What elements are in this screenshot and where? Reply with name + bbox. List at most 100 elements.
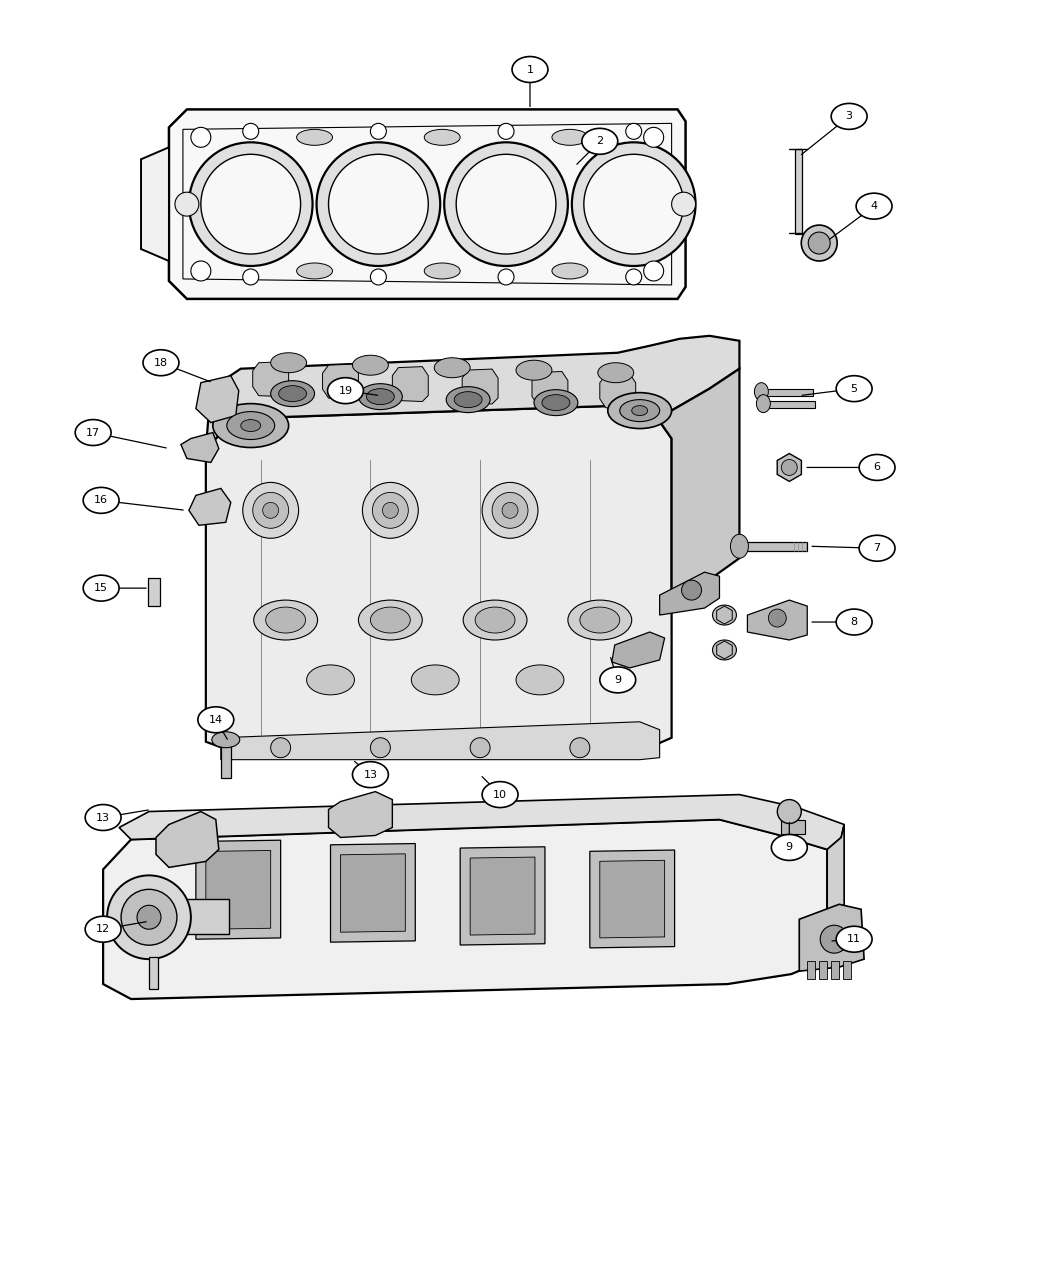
Ellipse shape [85, 805, 121, 830]
Polygon shape [659, 572, 719, 615]
Ellipse shape [76, 419, 111, 445]
Ellipse shape [371, 269, 386, 284]
Ellipse shape [626, 124, 642, 139]
Ellipse shape [516, 666, 564, 695]
Ellipse shape [644, 128, 664, 148]
Polygon shape [462, 368, 498, 404]
Polygon shape [206, 850, 271, 929]
Text: 19: 19 [338, 385, 353, 395]
Text: 10: 10 [494, 789, 507, 799]
Ellipse shape [371, 607, 411, 632]
Polygon shape [329, 792, 393, 838]
Polygon shape [206, 405, 672, 755]
Polygon shape [827, 825, 844, 959]
Ellipse shape [191, 261, 211, 280]
Bar [807, 961, 815, 979]
Polygon shape [460, 847, 545, 945]
Ellipse shape [463, 601, 527, 640]
Ellipse shape [516, 361, 552, 380]
Text: 13: 13 [97, 812, 110, 822]
Ellipse shape [777, 799, 801, 824]
Bar [763, 400, 815, 408]
Text: 14: 14 [209, 715, 223, 724]
Ellipse shape [243, 482, 298, 538]
Bar [795, 149, 802, 235]
Ellipse shape [366, 389, 395, 404]
Ellipse shape [568, 601, 632, 640]
Ellipse shape [328, 377, 363, 404]
Text: 18: 18 [154, 358, 168, 367]
Text: 9: 9 [785, 843, 793, 853]
Ellipse shape [138, 905, 161, 929]
Ellipse shape [107, 876, 191, 959]
Text: 4: 4 [870, 201, 878, 212]
Ellipse shape [296, 263, 333, 279]
Bar [819, 961, 827, 979]
Ellipse shape [570, 738, 590, 757]
Ellipse shape [836, 376, 873, 402]
Ellipse shape [502, 502, 518, 519]
Text: 16: 16 [94, 496, 108, 505]
Text: 9: 9 [614, 674, 622, 685]
Ellipse shape [424, 263, 460, 279]
Ellipse shape [121, 890, 176, 945]
Text: 6: 6 [874, 463, 881, 473]
Polygon shape [600, 861, 665, 938]
Polygon shape [196, 840, 280, 940]
Polygon shape [181, 432, 218, 463]
Polygon shape [253, 362, 289, 397]
Ellipse shape [271, 381, 315, 407]
Polygon shape [189, 488, 231, 525]
Ellipse shape [769, 609, 786, 627]
Ellipse shape [836, 609, 873, 635]
Ellipse shape [582, 129, 617, 154]
Ellipse shape [329, 154, 428, 254]
Ellipse shape [212, 732, 239, 747]
Ellipse shape [371, 738, 391, 757]
Ellipse shape [362, 482, 418, 538]
Ellipse shape [580, 607, 620, 632]
Ellipse shape [435, 358, 470, 377]
Ellipse shape [266, 607, 306, 632]
Ellipse shape [856, 194, 892, 219]
Text: 7: 7 [874, 543, 881, 553]
Ellipse shape [296, 129, 333, 145]
Ellipse shape [498, 269, 514, 284]
Bar [149, 899, 229, 935]
Ellipse shape [476, 607, 516, 632]
Ellipse shape [756, 395, 771, 413]
Text: 12: 12 [96, 924, 110, 935]
Bar [832, 961, 839, 979]
Text: 3: 3 [845, 111, 853, 121]
Ellipse shape [353, 356, 388, 375]
Polygon shape [393, 367, 428, 402]
Ellipse shape [620, 399, 659, 422]
Ellipse shape [85, 917, 121, 942]
Ellipse shape [191, 128, 211, 148]
Bar [148, 578, 160, 606]
Polygon shape [748, 601, 807, 640]
Ellipse shape [644, 261, 664, 280]
Polygon shape [220, 722, 659, 760]
Ellipse shape [455, 391, 482, 408]
Text: 17: 17 [86, 427, 100, 437]
Ellipse shape [358, 601, 422, 640]
Ellipse shape [781, 459, 797, 476]
Ellipse shape [492, 492, 528, 528]
Ellipse shape [227, 412, 275, 440]
Ellipse shape [482, 782, 518, 807]
Ellipse shape [243, 124, 258, 139]
Polygon shape [590, 850, 674, 947]
Ellipse shape [552, 263, 588, 279]
Bar [149, 958, 158, 989]
Bar [843, 961, 852, 979]
Polygon shape [196, 376, 238, 422]
Ellipse shape [584, 154, 684, 254]
Ellipse shape [446, 386, 490, 413]
Polygon shape [103, 820, 827, 1000]
Ellipse shape [713, 640, 736, 660]
Ellipse shape [820, 926, 848, 954]
Polygon shape [331, 844, 416, 942]
Ellipse shape [731, 534, 749, 558]
Polygon shape [470, 857, 534, 935]
